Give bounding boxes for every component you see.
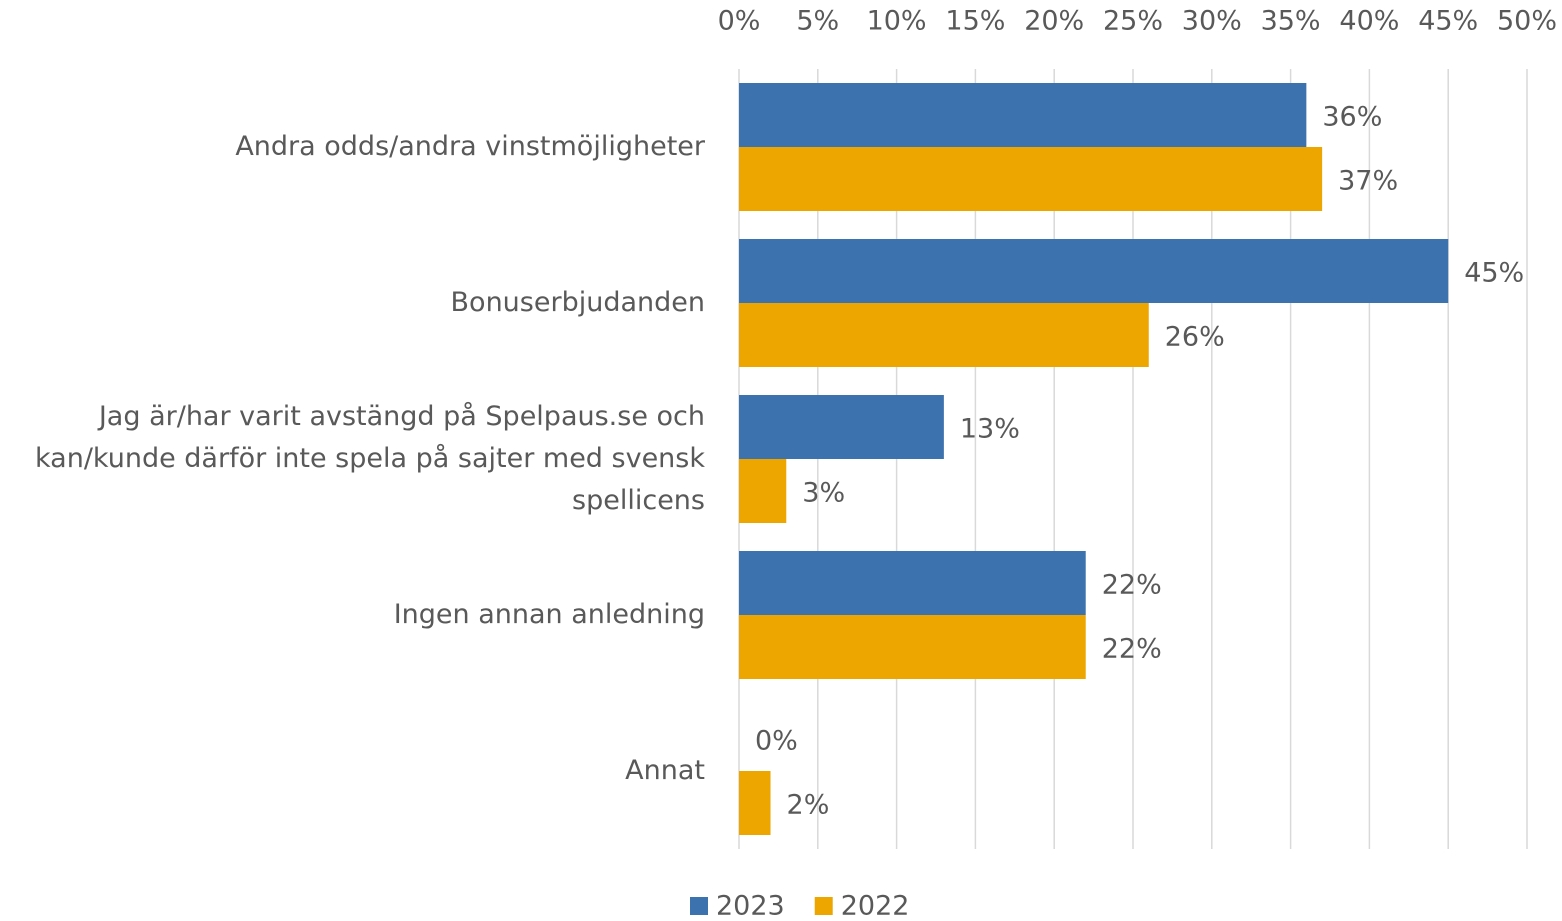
value-label: 37% [1338,166,1398,197]
value-label: 0% [755,726,798,757]
bar [739,771,771,835]
x-tick-label: 5% [796,6,839,37]
x-tick-label: 30% [1182,6,1242,37]
value-label: 22% [1102,570,1162,601]
category-label: Bonuserbjudanden [450,287,705,318]
legend-swatch [690,897,708,915]
value-label: 13% [960,414,1020,445]
legend-label: 2023 [716,891,785,921]
category-label: Jag är/har varit avstängd på Spelpaus.se… [35,401,705,516]
x-tick-label: 45% [1418,6,1478,37]
value-label: 26% [1165,322,1225,353]
value-label: 2% [787,790,830,821]
x-tick-label: 15% [945,6,1005,37]
bar [739,551,1086,615]
category-label: Andra odds/andra vinstmöjligheter [235,131,705,162]
bar [739,239,1449,303]
value-label: 36% [1322,102,1382,133]
legend-label: 2022 [841,891,910,921]
category-label: Annat [625,755,705,786]
x-tick-label: 20% [1024,6,1084,37]
x-tick-label: 10% [867,6,927,37]
legend-swatch [814,897,833,915]
x-tick-label: 25% [1103,6,1163,37]
x-tick-label: 0% [718,6,761,37]
value-label: 3% [802,478,845,509]
x-tick-label: 35% [1261,6,1321,37]
category-label: Ingen annan anledning [393,599,705,630]
value-label: 22% [1102,634,1162,665]
x-tick-label: 50% [1497,6,1557,37]
bar [739,395,944,459]
value-label: 45% [1464,258,1524,289]
bar [739,459,787,523]
bar [739,83,1307,147]
bar [739,303,1149,367]
bar [739,615,1086,679]
x-tick-label: 40% [1339,6,1399,37]
bar [739,147,1323,211]
